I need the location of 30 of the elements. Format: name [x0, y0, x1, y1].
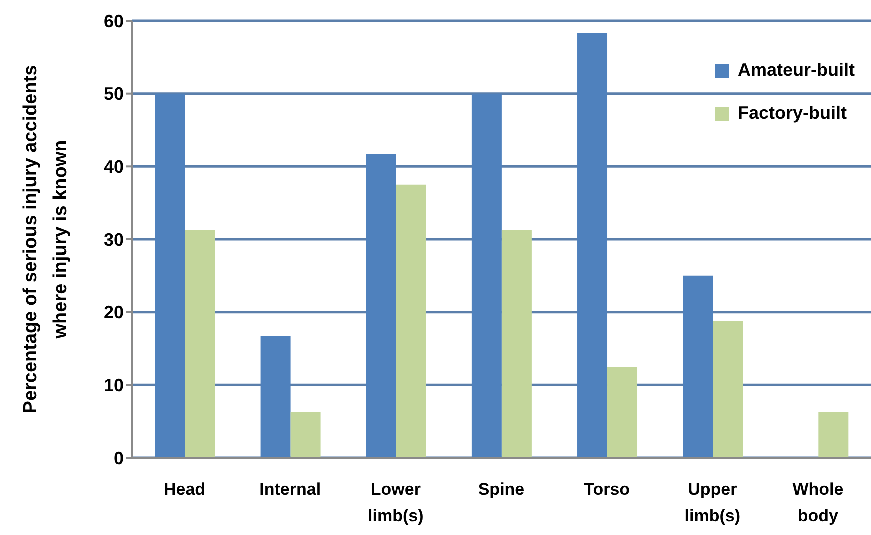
bar — [185, 230, 216, 458]
y-tick-label: 0 — [114, 448, 124, 468]
bar — [818, 412, 849, 458]
bar — [683, 276, 714, 458]
bar — [608, 366, 638, 458]
y-tick-label: 40 — [104, 157, 124, 178]
y-tick-label: 50 — [104, 84, 124, 104]
x-tick-label: Lower limb(s) — [368, 480, 424, 526]
bar — [396, 184, 426, 458]
bar — [260, 336, 291, 458]
x-tick-label: Torso — [584, 480, 630, 500]
legend-label: Factory-built — [738, 103, 848, 124]
bar — [502, 230, 532, 458]
y-tick-label: 10 — [104, 376, 124, 396]
bar — [713, 321, 744, 458]
bar — [472, 94, 502, 458]
bar — [578, 33, 608, 458]
y-axis-title: Percentage of serious injury accidents where injury is known — [20, 65, 72, 414]
bar — [290, 412, 321, 458]
x-tick-label: Head — [164, 480, 206, 500]
x-tick-label: Spine — [478, 480, 525, 500]
x-tick-label: Upper limb(s) — [684, 480, 741, 526]
bar — [155, 94, 186, 458]
x-tick-label: Whole body — [792, 480, 844, 526]
y-tick-label: 20 — [104, 302, 124, 323]
y-tick-label: 60 — [104, 11, 124, 32]
y-tick-label: 30 — [104, 230, 124, 250]
legend-label: Amateur-built — [738, 60, 855, 81]
bar — [366, 154, 396, 458]
x-tick-label: Internal — [260, 480, 322, 500]
